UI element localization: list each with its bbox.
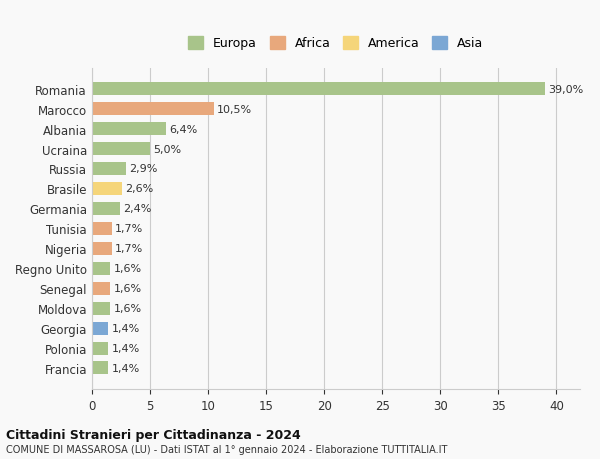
Bar xyxy=(92,282,110,295)
Text: 1,4%: 1,4% xyxy=(112,363,140,373)
Text: 5,0%: 5,0% xyxy=(154,144,182,154)
Text: Cittadini Stranieri per Cittadinanza - 2024: Cittadini Stranieri per Cittadinanza - 2… xyxy=(6,428,301,442)
Bar xyxy=(92,123,166,136)
Bar xyxy=(92,262,110,275)
Bar xyxy=(92,322,108,335)
Text: 1,4%: 1,4% xyxy=(112,343,140,353)
Text: 39,0%: 39,0% xyxy=(548,84,584,95)
Bar xyxy=(92,143,150,156)
Text: 6,4%: 6,4% xyxy=(170,124,198,134)
Bar xyxy=(92,362,108,375)
Text: 1,7%: 1,7% xyxy=(115,224,143,234)
Text: 1,6%: 1,6% xyxy=(114,284,142,294)
Text: 1,7%: 1,7% xyxy=(115,244,143,254)
Text: 1,6%: 1,6% xyxy=(114,263,142,274)
Text: 1,4%: 1,4% xyxy=(112,324,140,333)
Bar xyxy=(92,183,122,196)
Text: COMUNE DI MASSAROSA (LU) - Dati ISTAT al 1° gennaio 2024 - Elaborazione TUTTITAL: COMUNE DI MASSAROSA (LU) - Dati ISTAT al… xyxy=(6,444,448,454)
Bar xyxy=(92,103,214,116)
Text: 2,9%: 2,9% xyxy=(129,164,157,174)
Text: 2,6%: 2,6% xyxy=(125,184,154,194)
Bar xyxy=(92,162,125,176)
Bar xyxy=(92,242,112,255)
Text: 10,5%: 10,5% xyxy=(217,104,253,114)
Bar xyxy=(92,342,108,355)
Text: 2,4%: 2,4% xyxy=(123,204,152,214)
Bar xyxy=(92,222,112,235)
Text: 1,6%: 1,6% xyxy=(114,303,142,313)
Legend: Europa, Africa, America, Asia: Europa, Africa, America, Asia xyxy=(184,33,487,54)
Bar xyxy=(92,202,120,215)
Bar xyxy=(92,302,110,315)
Bar xyxy=(92,83,545,96)
